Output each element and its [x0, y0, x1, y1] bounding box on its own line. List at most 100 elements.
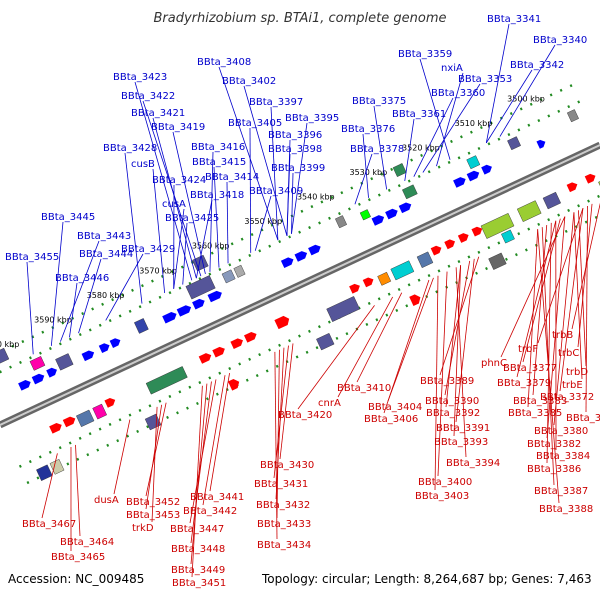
bottom-leader-line	[356, 292, 403, 383]
top-gene-label: BBta_3375	[352, 96, 406, 107]
top-gene-label: BBta_3341	[487, 14, 541, 25]
bottom-gene-label: BBta_3449	[171, 565, 225, 576]
bottom-leader-line	[559, 208, 584, 392]
top-gene-label: BBta_3378	[350, 144, 404, 155]
gene-arrow	[62, 416, 76, 428]
gene-box	[516, 200, 542, 222]
kbp-tick-label: 3570 kbp	[139, 266, 177, 275]
bottom-gene-label: BBta_3447	[170, 524, 224, 535]
kbp-tick-label: 3590 kbp	[34, 315, 72, 324]
kbp-tick-label: 3520 kbp	[402, 144, 440, 153]
bottom-gene-label: trkD	[132, 523, 154, 534]
top-leader-line	[78, 258, 102, 334]
top-leader-line	[243, 85, 288, 237]
top-leader-line	[254, 195, 272, 251]
gene-box	[416, 251, 434, 269]
gene-box	[0, 347, 10, 365]
bottom-gene-label: BBta_3448	[171, 544, 225, 555]
gene-arrow	[244, 332, 257, 343]
bottom-gene-label: BBta_3383	[513, 396, 567, 407]
top-gene-label: cusB	[131, 159, 155, 170]
gene-arrow	[104, 397, 116, 408]
gene-arrow	[192, 298, 205, 310]
top-gene-label: BBta_3415	[192, 157, 246, 168]
bottom-gene-label: BBta_3380	[534, 426, 588, 437]
guide-line	[0, 100, 581, 374]
bottom-leader-line	[500, 216, 566, 358]
gene-arrow	[98, 343, 110, 354]
bottom-gene-label: BBta_3388	[539, 504, 593, 515]
gene-box	[390, 260, 415, 281]
bottom-leader-line	[546, 222, 552, 464]
guide-line	[18, 194, 600, 468]
top-gene-label: BBta_3340	[533, 35, 587, 46]
bottom-gene-label: BBta_3451	[172, 578, 226, 589]
top-leader-line	[286, 153, 291, 236]
gene-box	[542, 191, 562, 210]
bottom-leader-line	[437, 271, 448, 477]
bottom-gene-label: BBta_3387	[534, 486, 588, 497]
top-leader-line	[50, 221, 64, 346]
top-gene-label: cusA	[162, 199, 186, 210]
bottom-gene-label: BBta_3432	[256, 500, 310, 511]
bottom-gene-label: BBta_3420	[278, 410, 332, 421]
top-leader-line	[422, 83, 481, 173]
bottom-leader-line	[191, 385, 203, 578]
gene-box	[359, 209, 371, 221]
top-leader-line	[152, 168, 166, 294]
top-leader-line	[195, 199, 213, 279]
bottom-leader-line	[571, 202, 600, 330]
bottom-leader-line	[553, 212, 575, 426]
bottom-gene-label: dusA	[94, 495, 119, 506]
bottom-gene-label: BBta_3400	[418, 477, 472, 488]
top-gene-label: BBta_3399	[271, 163, 325, 174]
top-gene-label: BBta_3398	[268, 144, 322, 155]
kbp-tick-label: 3530 kbp	[349, 168, 387, 177]
gene-box	[29, 356, 46, 371]
kbp-tick-label: 3500 kbp	[507, 95, 545, 104]
gene-box	[501, 229, 515, 244]
bottom-gene-label: BBta_3372	[540, 392, 594, 403]
bottom-leader-line	[585, 206, 588, 413]
bottom-gene-label: BBta_3464	[60, 537, 114, 548]
top-leader-line	[436, 72, 464, 167]
gene-box	[466, 155, 481, 170]
gene-box	[185, 275, 216, 300]
gene-box	[36, 464, 53, 481]
gene-arrow	[212, 346, 225, 358]
top-gene-label: BBta_3428	[103, 143, 157, 154]
top-gene-label: BBta_3446	[55, 273, 109, 284]
gene-box	[335, 215, 348, 229]
top-gene-label: BBta_3395	[285, 113, 339, 124]
bottom-leader-line	[274, 351, 278, 540]
gene-box	[480, 212, 515, 239]
bottom-gene-label: BBta_3373	[566, 413, 600, 424]
map-title: Bradyrhizobium sp. BTAi1, complete genom…	[153, 11, 446, 26]
bottom-leader-line	[383, 279, 430, 414]
bottom-gene-label: BBta_3394	[446, 458, 500, 469]
top-leader-line	[413, 97, 454, 177]
gene-arrow	[536, 139, 546, 149]
top-leader-line	[152, 117, 197, 279]
gene-arrow	[280, 257, 294, 269]
top-leader-line	[270, 106, 279, 241]
bottom-gene-label: BBta_3453	[126, 510, 180, 521]
bottom-leader-line	[113, 419, 131, 495]
gene-arrow	[162, 311, 177, 324]
top-gene-label: BBta_3353	[458, 74, 512, 85]
bottom-gene-label: BBta_3467	[22, 519, 76, 530]
gene-arrow	[308, 244, 321, 256]
gene-arrow	[457, 233, 469, 243]
kbp-tick-label: 3510 kbp	[455, 119, 493, 128]
top-leader-line	[209, 151, 214, 272]
bottom-leader-line	[541, 227, 555, 486]
bottom-leader-line	[276, 349, 280, 519]
bottom-gene-label: BBta_3384	[536, 451, 590, 462]
bottom-leader-line	[444, 260, 471, 396]
gene-arrow	[566, 182, 578, 193]
top-gene-label: BBta_3397	[249, 97, 303, 108]
top-leader-line	[173, 208, 185, 289]
top-leader-line	[419, 58, 451, 160]
gene-box	[49, 458, 65, 475]
top-leader-line	[249, 127, 252, 253]
